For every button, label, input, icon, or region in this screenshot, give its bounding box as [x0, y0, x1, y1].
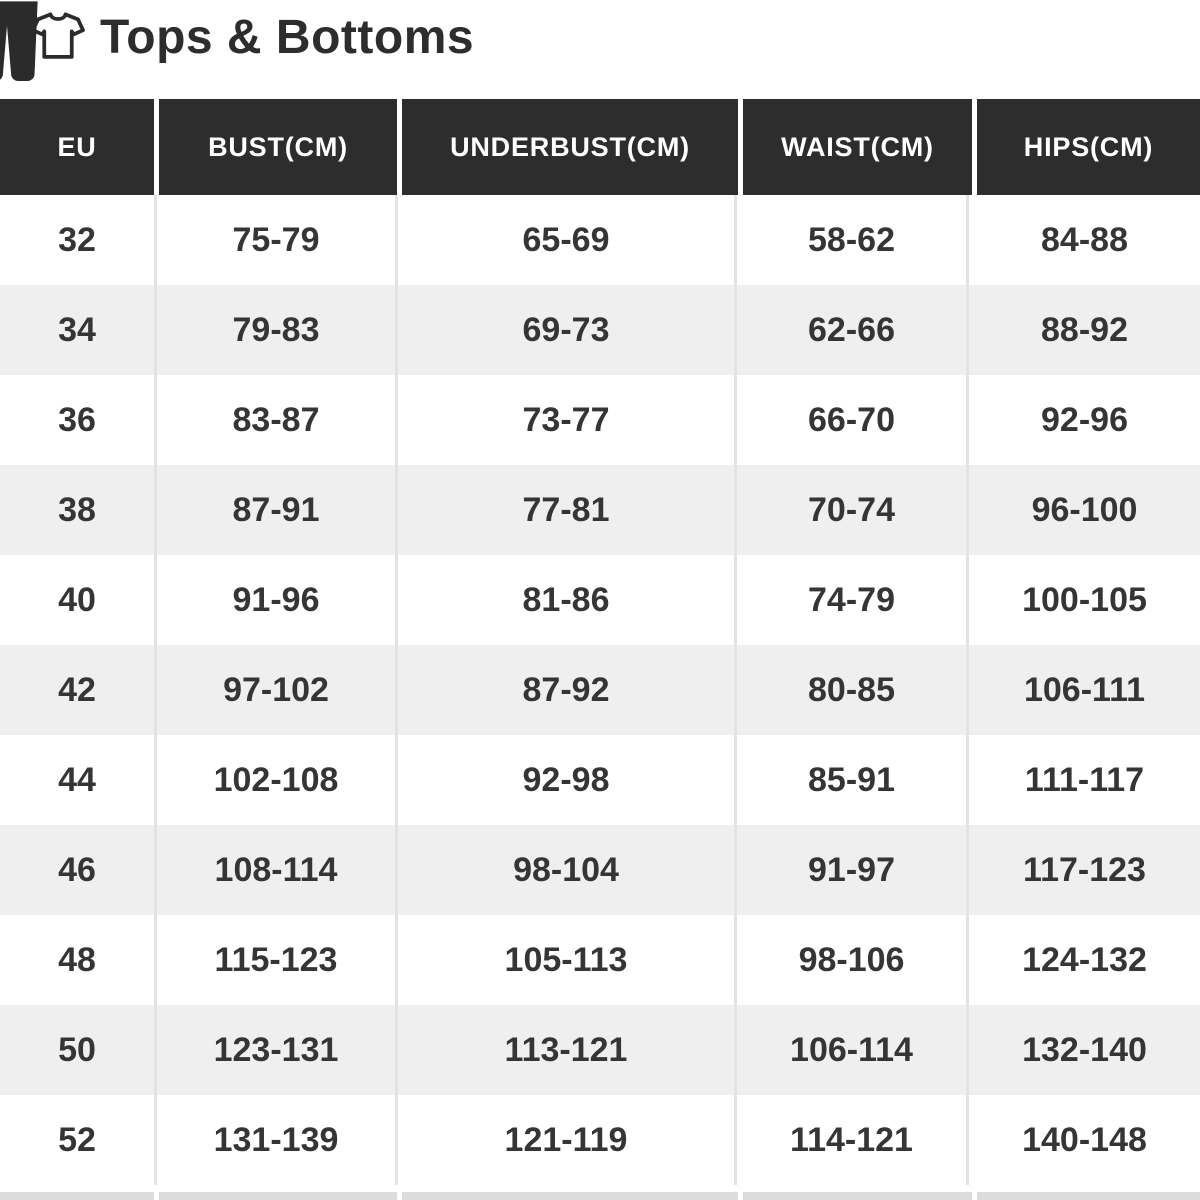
measurement-cell: 96-100: [969, 465, 1200, 555]
size-table: EU BUST(CM) UNDERBUST(CM) WAIST(CM) HIPS(CM)…: [0, 97, 1200, 1200]
next-section-edge-segment: [743, 1192, 972, 1200]
measurement-cell: 106-114: [737, 1005, 966, 1095]
next-section-edge-segment: [159, 1192, 397, 1200]
measurement-cell: 92-96: [969, 375, 1200, 465]
measurement-cell: 69-73: [398, 285, 734, 375]
measurement-cell: 124-132: [969, 915, 1200, 1005]
table-row: 46 108-114 98-104 91-97 117-123: [0, 825, 1200, 915]
measurement-cell: 105-113: [398, 915, 734, 1005]
measurement-cell: 98-104: [398, 825, 734, 915]
measurement-cell: 115-123: [157, 915, 395, 1005]
table-row: 38 87-91 77-81 70-74 96-100: [0, 465, 1200, 555]
measurement-cell: 62-66: [737, 285, 966, 375]
measurement-cell: 113-121: [398, 1005, 734, 1095]
measurement-cell: 131-139: [157, 1095, 395, 1185]
table-header-row: EU BUST(CM) UNDERBUST(CM) WAIST(CM) HIPS(CM): [0, 97, 1200, 195]
measurement-cell: 79-83: [157, 285, 395, 375]
measurement-cell: 74-79: [737, 555, 966, 645]
size-cell: 50: [0, 1005, 154, 1095]
table-row: 52 131-139 121-119 114-121 140-148: [0, 1095, 1200, 1185]
measurement-cell: 73-77: [398, 375, 734, 465]
column-header: HIPS(CM): [977, 99, 1200, 195]
measurement-cell: 88-92: [969, 285, 1200, 375]
measurement-cell: 75-79: [157, 195, 395, 285]
measurement-cell: 97-102: [157, 645, 395, 735]
measurement-cell: 140-148: [969, 1095, 1200, 1185]
table-row: 48 115-123 105-113 98-106 124-132: [0, 915, 1200, 1005]
measurement-cell: 87-92: [398, 645, 734, 735]
column-header: EU: [0, 99, 154, 195]
table-body: 32 75-79 65-69 58-62 84-88 34 79-83 69-73 62-66 8…: [0, 195, 1200, 1185]
size-cell: 34: [0, 285, 154, 375]
measurement-cell: 114-121: [737, 1095, 966, 1185]
measurement-cell: 108-114: [157, 825, 395, 915]
measurement-cell: 91-96: [157, 555, 395, 645]
measurement-cell: 102-108: [157, 735, 395, 825]
measurement-cell: 58-62: [737, 195, 966, 285]
size-cell: 46: [0, 825, 154, 915]
size-cell: 48: [0, 915, 154, 1005]
measurement-cell: 81-86: [398, 555, 734, 645]
tshirt-icon: [31, 11, 85, 61]
measurement-cell: 100-105: [969, 555, 1200, 645]
column-header: BUST(CM): [159, 99, 397, 195]
pants-icon: [0, 0, 40, 82]
size-cell: 32: [0, 195, 154, 285]
measurement-cell: 123-131: [157, 1005, 395, 1095]
table-row: 32 75-79 65-69 58-62 84-88: [0, 195, 1200, 285]
size-cell: 40: [0, 555, 154, 645]
next-section-edge-segment: [977, 1192, 1200, 1200]
measurement-cell: 66-70: [737, 375, 966, 465]
measurement-cell: 80-85: [737, 645, 966, 735]
table-row: 40 91-96 81-86 74-79 100-105: [0, 555, 1200, 645]
next-section-edge: [0, 1192, 1200, 1200]
measurement-cell: 70-74: [737, 465, 966, 555]
size-cell: 42: [0, 645, 154, 735]
table-row: 36 83-87 73-77 66-70 92-96: [0, 375, 1200, 465]
measurement-cell: 77-81: [398, 465, 734, 555]
size-cell: 36: [0, 375, 154, 465]
table-row: 34 79-83 69-73 62-66 88-92: [0, 285, 1200, 375]
measurement-cell: 92-98: [398, 735, 734, 825]
column-header: WAIST(CM): [743, 99, 972, 195]
measurement-cell: 111-117: [969, 735, 1200, 825]
measurement-cell: 83-87: [157, 375, 395, 465]
size-cell: 38: [0, 465, 154, 555]
measurement-cell: 98-106: [737, 915, 966, 1005]
measurement-cell: 117-123: [969, 825, 1200, 915]
measurement-cell: 121-119: [398, 1095, 734, 1185]
next-section-edge-segment: [0, 1192, 154, 1200]
column-header: UNDERBUST(CM): [402, 99, 738, 195]
next-section-edge-segment: [402, 1192, 738, 1200]
measurement-cell: 91-97: [737, 825, 966, 915]
table-row: 50 123-131 113-121 106-114 132-140: [0, 1005, 1200, 1095]
size-cell: 52: [0, 1095, 154, 1185]
measurement-cell: 85-91: [737, 735, 966, 825]
measurement-cell: 84-88: [969, 195, 1200, 285]
measurement-cell: 65-69: [398, 195, 734, 285]
measurement-cell: 106-111: [969, 645, 1200, 735]
table-row: 42 97-102 87-92 80-85 106-111: [0, 645, 1200, 735]
measurement-cell: 132-140: [969, 1005, 1200, 1095]
measurement-cell: 87-91: [157, 465, 395, 555]
size-cell: 44: [0, 735, 154, 825]
title-bar: Tops & Bottoms: [0, 0, 1200, 97]
page-title: Tops & Bottoms: [100, 10, 475, 64]
table-row: 44 102-108 92-98 85-91 111-117: [0, 735, 1200, 825]
